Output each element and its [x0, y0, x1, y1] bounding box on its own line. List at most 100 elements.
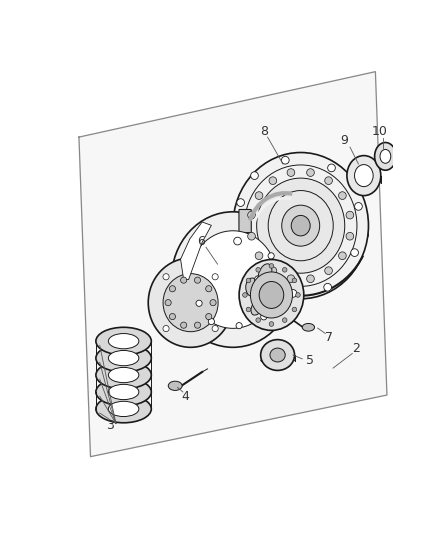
Ellipse shape	[171, 212, 294, 348]
Circle shape	[282, 156, 289, 164]
Circle shape	[251, 172, 258, 180]
Circle shape	[325, 177, 332, 184]
Ellipse shape	[148, 258, 233, 348]
Bar	[239, 278, 266, 296]
Circle shape	[269, 177, 277, 184]
Circle shape	[289, 289, 297, 297]
Circle shape	[236, 322, 242, 329]
Circle shape	[243, 293, 247, 297]
Polygon shape	[79, 71, 387, 457]
Circle shape	[324, 284, 332, 291]
Ellipse shape	[302, 324, 314, 331]
Ellipse shape	[239, 260, 304, 330]
Circle shape	[287, 275, 295, 282]
Ellipse shape	[270, 348, 285, 362]
Circle shape	[287, 169, 295, 176]
Circle shape	[292, 307, 297, 312]
Ellipse shape	[163, 273, 218, 332]
Circle shape	[247, 232, 255, 240]
Circle shape	[255, 252, 263, 260]
Circle shape	[247, 211, 255, 219]
Text: 4: 4	[181, 390, 189, 403]
Circle shape	[296, 293, 300, 297]
Circle shape	[268, 253, 274, 259]
Circle shape	[261, 314, 267, 320]
Circle shape	[194, 277, 201, 283]
Circle shape	[163, 273, 169, 280]
Circle shape	[269, 322, 274, 326]
Ellipse shape	[189, 231, 277, 328]
Circle shape	[351, 249, 358, 256]
Circle shape	[256, 268, 261, 272]
Text: 9: 9	[341, 134, 349, 148]
Circle shape	[339, 192, 346, 199]
Ellipse shape	[108, 367, 139, 383]
Ellipse shape	[257, 178, 345, 273]
Circle shape	[256, 318, 261, 322]
Ellipse shape	[347, 156, 381, 196]
Circle shape	[269, 267, 277, 274]
Ellipse shape	[108, 334, 139, 349]
Circle shape	[208, 319, 215, 325]
Ellipse shape	[233, 222, 368, 248]
Circle shape	[246, 307, 251, 312]
Ellipse shape	[380, 149, 391, 163]
Circle shape	[292, 278, 297, 282]
Circle shape	[165, 300, 171, 306]
Circle shape	[254, 276, 262, 284]
Circle shape	[212, 273, 218, 280]
Circle shape	[328, 164, 336, 172]
Circle shape	[355, 203, 362, 210]
Circle shape	[273, 280, 279, 286]
Circle shape	[339, 252, 346, 260]
FancyBboxPatch shape	[239, 209, 251, 232]
Circle shape	[163, 326, 169, 332]
Text: 6: 6	[197, 235, 205, 247]
Text: 5: 5	[306, 354, 314, 367]
Circle shape	[206, 286, 212, 292]
Ellipse shape	[259, 281, 284, 309]
Ellipse shape	[258, 264, 272, 285]
Circle shape	[283, 268, 287, 272]
Ellipse shape	[96, 361, 151, 389]
Ellipse shape	[291, 215, 310, 236]
Circle shape	[283, 318, 287, 322]
Circle shape	[246, 278, 251, 282]
Text: 3: 3	[106, 419, 114, 432]
Ellipse shape	[96, 378, 151, 406]
Circle shape	[212, 326, 218, 332]
Circle shape	[206, 313, 212, 320]
Circle shape	[346, 232, 354, 240]
Text: 8: 8	[260, 125, 268, 138]
Ellipse shape	[96, 344, 151, 372]
Ellipse shape	[96, 395, 151, 423]
Ellipse shape	[251, 272, 293, 318]
Ellipse shape	[259, 278, 272, 296]
Ellipse shape	[374, 142, 396, 170]
Ellipse shape	[168, 381, 182, 391]
Ellipse shape	[282, 205, 320, 246]
Text: 2: 2	[352, 342, 360, 356]
Circle shape	[180, 322, 187, 328]
Ellipse shape	[261, 340, 294, 370]
Ellipse shape	[108, 384, 139, 400]
Text: 7: 7	[325, 331, 333, 344]
Circle shape	[269, 264, 274, 268]
Ellipse shape	[251, 298, 264, 315]
FancyBboxPatch shape	[242, 248, 253, 263]
Ellipse shape	[354, 165, 373, 187]
Polygon shape	[180, 222, 212, 280]
Circle shape	[325, 267, 332, 274]
Ellipse shape	[233, 152, 368, 299]
Circle shape	[194, 322, 201, 328]
Ellipse shape	[108, 401, 139, 417]
Circle shape	[180, 277, 187, 283]
Circle shape	[170, 286, 176, 292]
Circle shape	[307, 169, 314, 176]
Circle shape	[234, 237, 241, 245]
Text: 10: 10	[371, 125, 387, 138]
Circle shape	[237, 199, 244, 206]
Ellipse shape	[96, 327, 151, 355]
Circle shape	[255, 192, 263, 199]
Ellipse shape	[108, 351, 139, 366]
